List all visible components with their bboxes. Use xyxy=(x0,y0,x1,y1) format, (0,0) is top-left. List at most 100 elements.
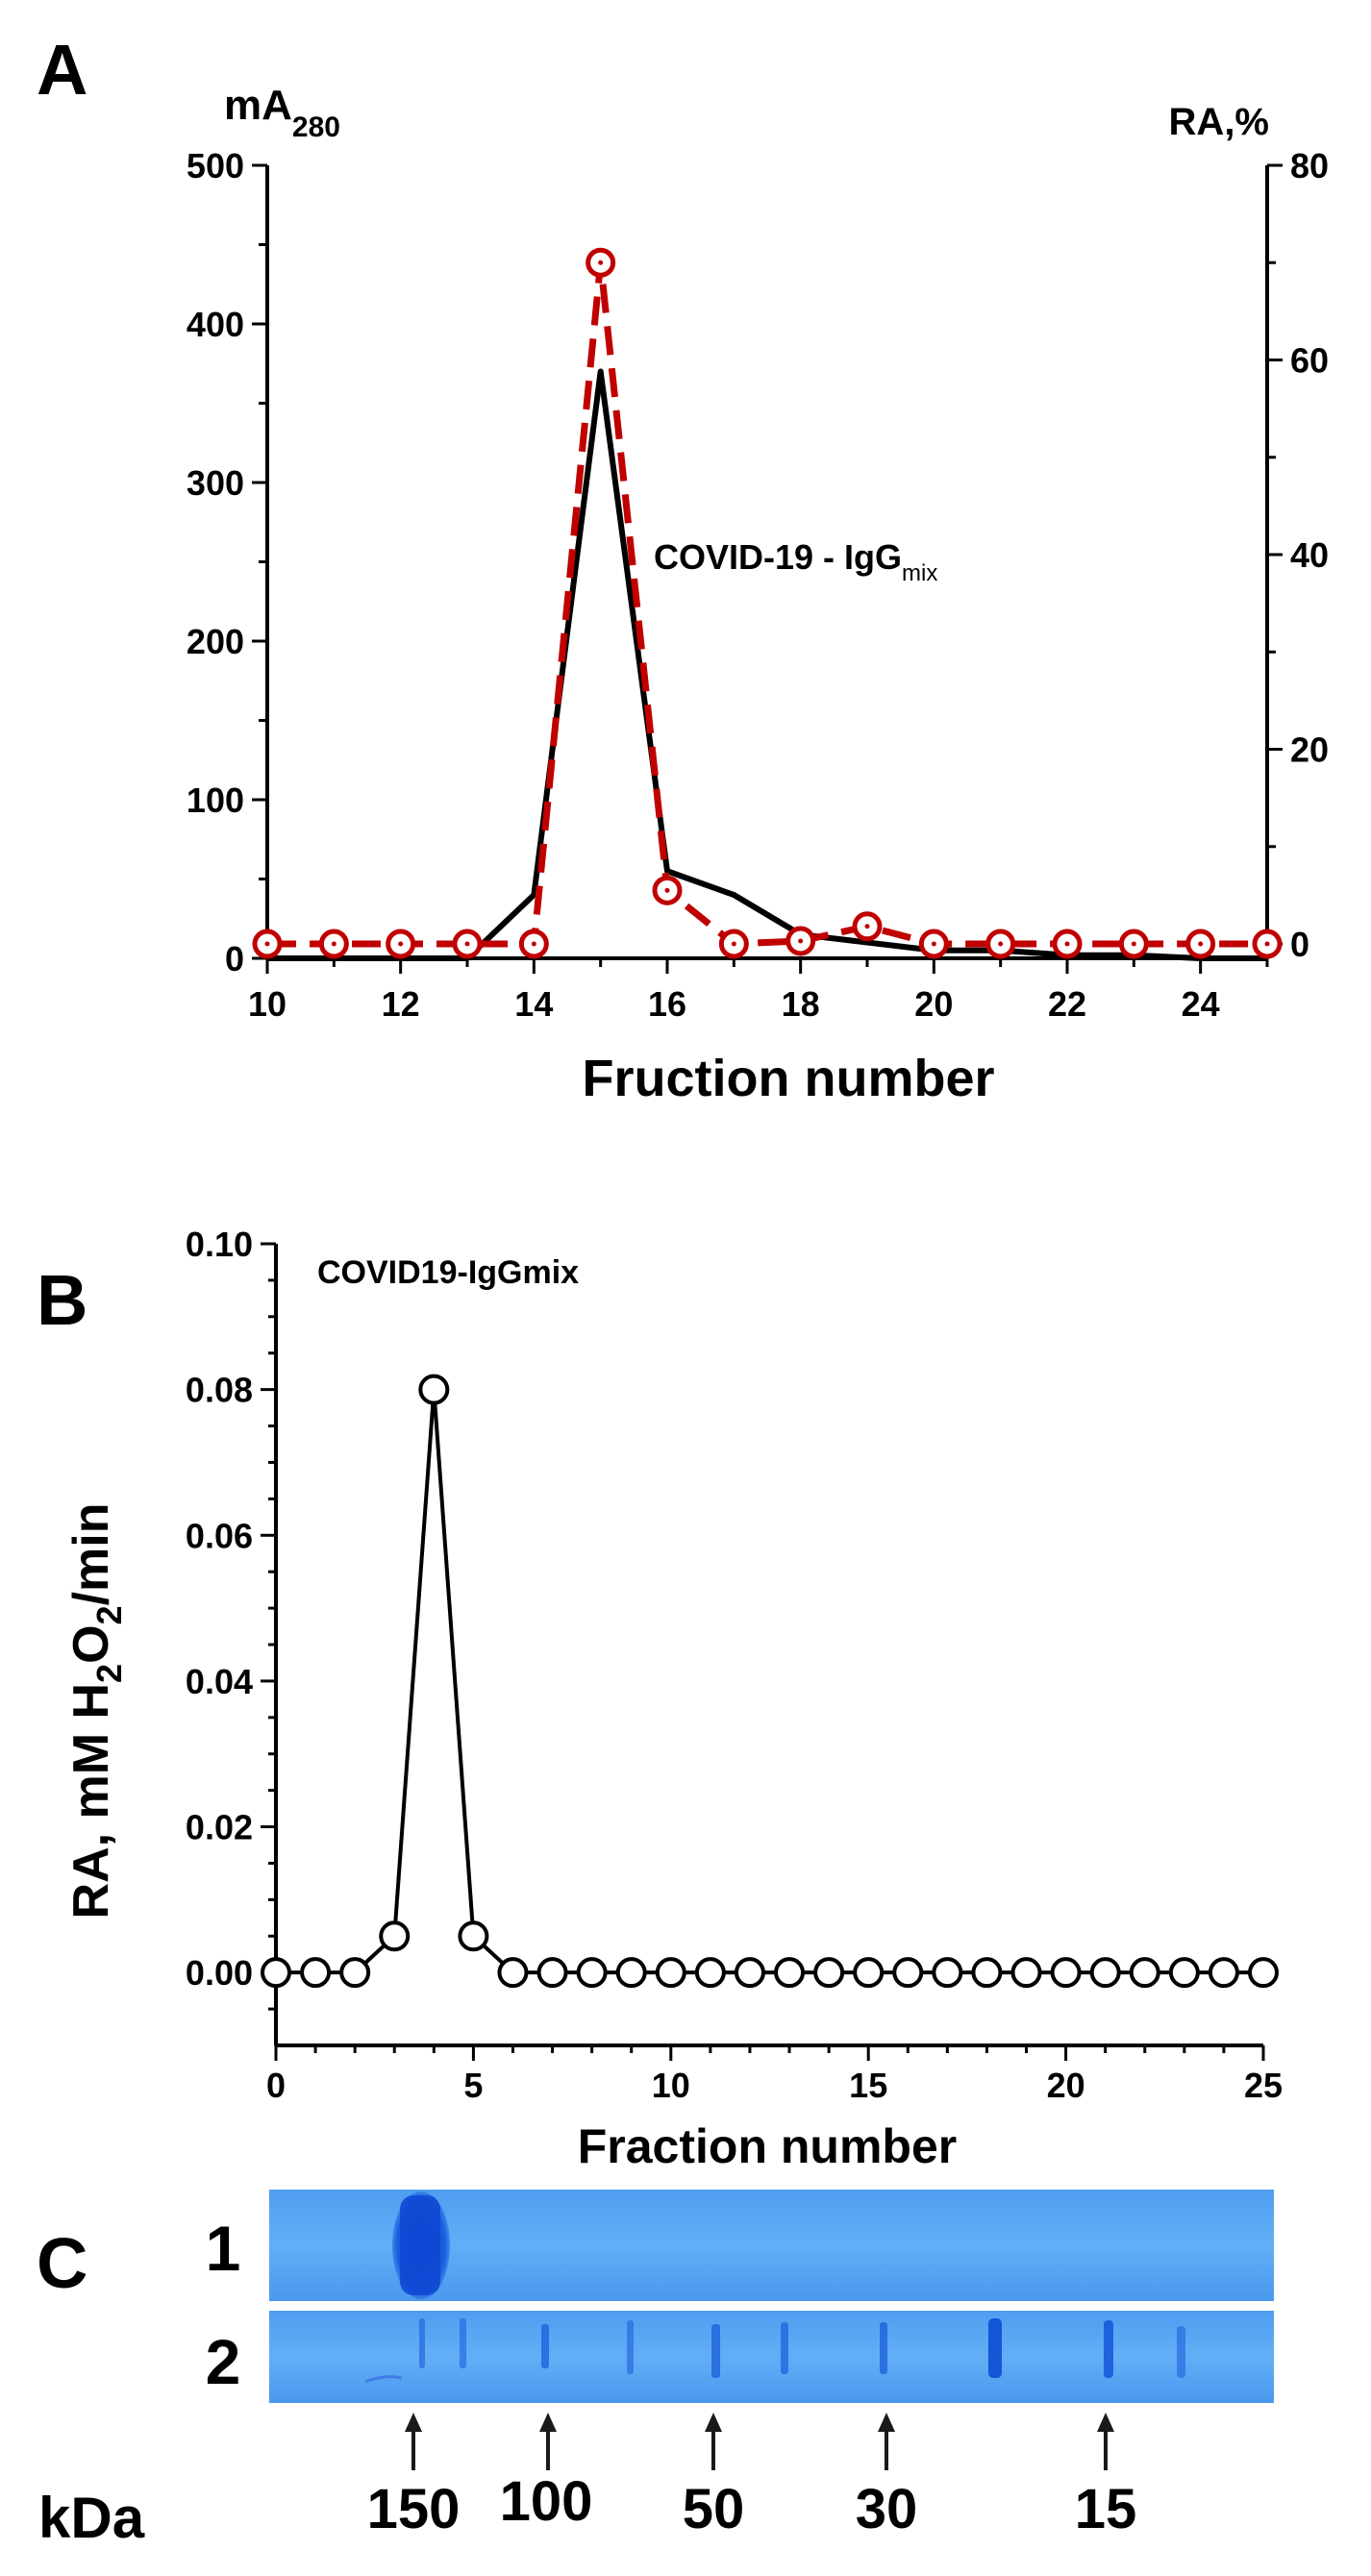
panel-a-annotation: COVID-19 - IgGmix xyxy=(654,537,937,586)
panel-a-ra-point-dot xyxy=(464,941,470,947)
gel-band xyxy=(880,2322,887,2374)
panel-c: C 1 2 xyxy=(37,2190,1274,2550)
panel-b-y-axis-title: RA, mM H2O2/min xyxy=(63,1503,129,1920)
panel-a-a280-line xyxy=(267,368,1267,961)
gel-band xyxy=(711,2324,720,2378)
panel-a-x-tick-label: 14 xyxy=(514,984,553,1024)
panel-a-y-left-tick-label: 200 xyxy=(187,622,244,661)
panel-b-ra-point xyxy=(418,1374,450,1405)
panel-b-y-tick-label: 0.04 xyxy=(186,1662,253,1701)
panel-b-ra-point xyxy=(1248,1957,1279,1989)
panel-a-ra-point-dot xyxy=(931,941,936,947)
panel-a-series xyxy=(252,247,1283,961)
panel-b-ra-point xyxy=(853,1957,885,1989)
panel-b-ra-point xyxy=(458,1920,489,1952)
panel-b-ra-point xyxy=(1129,1957,1160,1989)
panel-c-label: C xyxy=(37,2223,87,2303)
panel-b-ra-point xyxy=(932,1957,963,1989)
panel-a-x-tick-label: 16 xyxy=(648,984,686,1024)
panel-a-left-axis-title: mA280 xyxy=(224,82,340,143)
panel-b-y-tick-label: 0.06 xyxy=(186,1516,253,1555)
gel-artifact xyxy=(364,2375,403,2384)
panel-a-axes: 10 12 14 16 18 20 22 24 0 100 200 300 400 500 0 20 40 60 8… xyxy=(187,146,1329,1024)
gel-band xyxy=(460,2318,466,2368)
panel-a-y-right-tick-label: 80 xyxy=(1290,146,1329,186)
panel-b-ra-point xyxy=(300,1957,332,1989)
panel-a-x-tick-label: 18 xyxy=(782,984,820,1024)
panel-a-ra-point-dot xyxy=(1198,941,1204,947)
panel-b-ra-point xyxy=(261,1957,291,1989)
gel-lane-1-label: 1 xyxy=(206,2213,241,2284)
panel-b-x-tick-label: 15 xyxy=(849,2066,887,2105)
gel-band xyxy=(988,2318,1002,2378)
panel-a-y-left-tick-label: 0 xyxy=(225,939,244,978)
panel-a-ra-point-dot xyxy=(598,260,604,265)
gel-band xyxy=(627,2320,634,2374)
gel-band xyxy=(781,2322,788,2374)
marker-label-15: 15 xyxy=(1075,2478,1137,2540)
gel-lane-2-label: 2 xyxy=(206,2326,241,2397)
panel-b-ra-point xyxy=(1089,1957,1121,1989)
arrow-head-icon xyxy=(878,2413,895,2432)
panel-a-ra-point-dot xyxy=(531,941,536,947)
panel-b-ra-point xyxy=(813,1957,845,1989)
panel-b-ra-point xyxy=(892,1957,924,1989)
panel-b-ra-line xyxy=(276,1387,1263,1975)
panel-a-x-tick-label: 12 xyxy=(382,984,420,1024)
arrow-head-icon xyxy=(1097,2413,1114,2432)
gel-lane-2-bands xyxy=(364,2318,1185,2384)
panel-b-x-tick-label: 10 xyxy=(652,2066,690,2105)
panel-a: A mA280 RA,% 10 12 14 16 18 20 22 2401002003004… xyxy=(37,30,1329,1107)
gel-band xyxy=(1177,2326,1185,2378)
panel-b-ra-point xyxy=(1010,1957,1042,1989)
panel-a-ra-point-dot xyxy=(798,938,804,944)
panel-a-y-left-tick-label: 400 xyxy=(187,305,244,344)
panel-b-ra-point xyxy=(379,1920,411,1952)
panel-a-x-tick-label: 22 xyxy=(1048,984,1086,1024)
panel-b-ra-point xyxy=(1208,1957,1239,1989)
arrow-head-icon xyxy=(539,2413,557,2432)
panel-b-ra-point xyxy=(734,1957,765,1989)
panel-b-y-tick-label: 0.10 xyxy=(186,1225,253,1264)
panel-b-ra-point xyxy=(1050,1957,1082,1989)
panel-b-ra-point xyxy=(774,1957,806,1989)
panel-b-y-tick-label: 0.02 xyxy=(186,1808,253,1847)
panel-b-x-tick-label: 20 xyxy=(1047,2066,1085,2105)
panel-a-x-tick-label: 10 xyxy=(248,984,287,1024)
panel-b: B COVID19-IgGmix 0 5 10 15 20 250.000.020.040… xyxy=(37,1225,1283,2173)
gel-lane-1-band-core xyxy=(400,2195,440,2295)
panel-a-ra-point-dot xyxy=(864,924,870,929)
panel-a-ra-point-dot xyxy=(331,941,337,947)
marker-arrows xyxy=(405,2413,1114,2470)
panel-a-ra-point-dot xyxy=(1131,941,1136,947)
panel-a-x-axis-title: Fruction number xyxy=(583,1050,995,1107)
panel-a-y-left-tick-label: 100 xyxy=(187,780,244,820)
panel-a-x-tick-label: 24 xyxy=(1182,984,1220,1024)
panel-b-x-axis-title: Fraction number xyxy=(578,2119,957,2173)
panel-b-y-tick-label: 0.08 xyxy=(186,1371,253,1410)
panel-b-ra-point xyxy=(971,1957,1003,1989)
panel-a-x-tick-label: 20 xyxy=(914,984,953,1024)
panel-a-y-right-tick-label: 60 xyxy=(1290,341,1329,381)
panel-a-ra-point-dot xyxy=(1264,941,1270,947)
panel-b-axes: 0 5 10 15 20 25 0.00 0.02 0.04 0.06 0.08 0.10 xyxy=(186,1225,1283,2105)
panel-b-series xyxy=(261,1374,1279,1989)
panel-b-ra-point xyxy=(497,1957,529,1989)
panel-a-ra-point-dot xyxy=(1064,941,1070,947)
panel-a-y-right-tick-label: 20 xyxy=(1290,731,1329,770)
panel-b-ra-point xyxy=(339,1957,371,1989)
panel-b-label: B xyxy=(37,1260,87,1340)
panel-b-title: COVID19-IgGmix xyxy=(317,1254,579,1291)
panel-a-y-left-tick-label: 500 xyxy=(187,146,244,186)
panel-a-right-axis-title: RA,% xyxy=(1169,101,1269,143)
panel-a-label: A xyxy=(37,30,87,110)
panel-b-ra-point xyxy=(615,1957,647,1989)
panel-b-x-tick-label: 5 xyxy=(463,2066,483,2105)
panel-a-ra-point-dot xyxy=(398,941,404,947)
panel-a-ra-point-dot xyxy=(264,941,270,947)
panel-b-ra-point xyxy=(1168,1957,1200,1989)
panel-a-ra-line xyxy=(267,259,1267,948)
panel-a-ra-point-dot xyxy=(731,941,736,947)
marker-label-50: 50 xyxy=(683,2478,745,2540)
